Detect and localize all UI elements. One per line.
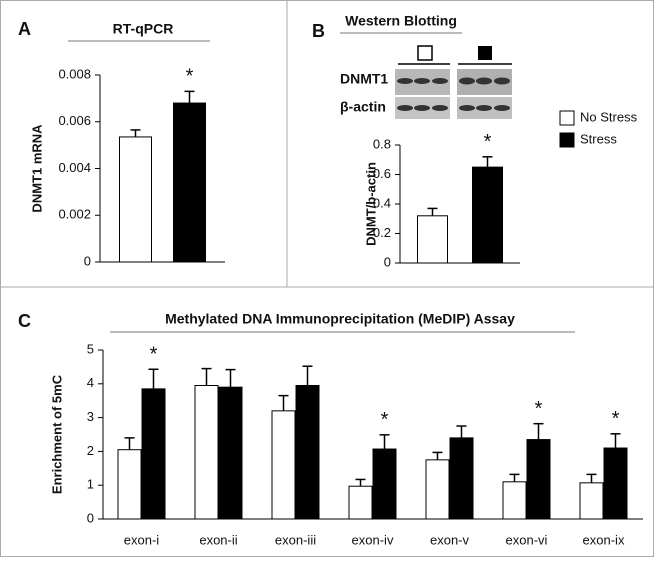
significance: * [150, 344, 158, 366]
bar [295, 384, 320, 520]
bar [603, 447, 628, 520]
panel-label: C [18, 311, 31, 331]
y-tick-label: 0.004 [58, 160, 91, 175]
x-tick-label: exon-vi [506, 532, 548, 547]
bar [271, 410, 296, 520]
y-axis-label: DNMT1 mRNA [29, 124, 44, 213]
y-tick-label: 2 [87, 443, 94, 458]
bar [194, 384, 219, 520]
blot-label: DNMT1 [340, 71, 388, 87]
bar [141, 388, 166, 520]
y-tick-label: 0 [84, 253, 91, 268]
y-tick-label: 0.002 [58, 207, 91, 222]
y-tick-label: 0.6 [373, 166, 391, 181]
legend-label: No Stress [580, 109, 638, 124]
panel-label: A [18, 19, 31, 39]
y-axis-label: Enrichment of 5mC [49, 374, 64, 494]
significance: * [186, 66, 194, 88]
x-tick-label: exon-i [124, 532, 160, 547]
significance: * [535, 398, 543, 420]
y-tick-label: 0.006 [58, 113, 91, 128]
bar [348, 485, 373, 520]
blot [395, 45, 512, 119]
chart-title: Western Blotting [345, 13, 457, 29]
x-tick-label: exon-ix [583, 532, 625, 547]
bar [425, 459, 450, 520]
significance: * [612, 408, 620, 430]
y-tick-label: 0 [87, 510, 94, 525]
legend-swatch [559, 132, 575, 148]
panel-label: B [312, 21, 325, 41]
bar [119, 136, 152, 263]
y-tick-label: 4 [87, 375, 94, 390]
bar [218, 386, 243, 520]
legend-label: Stress [580, 131, 617, 146]
legend-swatch [559, 110, 575, 126]
y-tick-label: 3 [87, 409, 94, 424]
y-tick-label: 0.4 [373, 195, 391, 210]
bar [526, 439, 551, 520]
y-tick-label: 1 [87, 477, 94, 492]
bar [417, 215, 448, 264]
chart-title: RT-qPCR [113, 21, 174, 37]
bar [372, 448, 397, 520]
y-tick-label: 0 [384, 254, 391, 269]
blot-label: β-actin [340, 99, 386, 115]
bar [173, 102, 206, 263]
x-tick-label: exon-iii [275, 532, 316, 547]
x-tick-label: exon-v [430, 532, 470, 547]
significance: * [484, 131, 492, 153]
x-tick-label: exon-ii [199, 532, 237, 547]
significance: * [381, 409, 389, 431]
bar [579, 482, 604, 520]
bar [117, 449, 142, 520]
y-tick-label: 5 [87, 341, 94, 356]
y-tick-label: 0.2 [373, 225, 391, 240]
y-tick-label: 0.008 [58, 66, 91, 81]
x-tick-label: exon-iv [352, 532, 394, 547]
y-axis-label: DNMT/b-actin [363, 162, 378, 246]
y-tick-label: 0.8 [373, 136, 391, 151]
bar [502, 481, 527, 520]
chart-title: Methylated DNA Immunoprecipitation (MeDI… [165, 311, 515, 327]
bar [449, 437, 474, 520]
bar [472, 166, 503, 264]
